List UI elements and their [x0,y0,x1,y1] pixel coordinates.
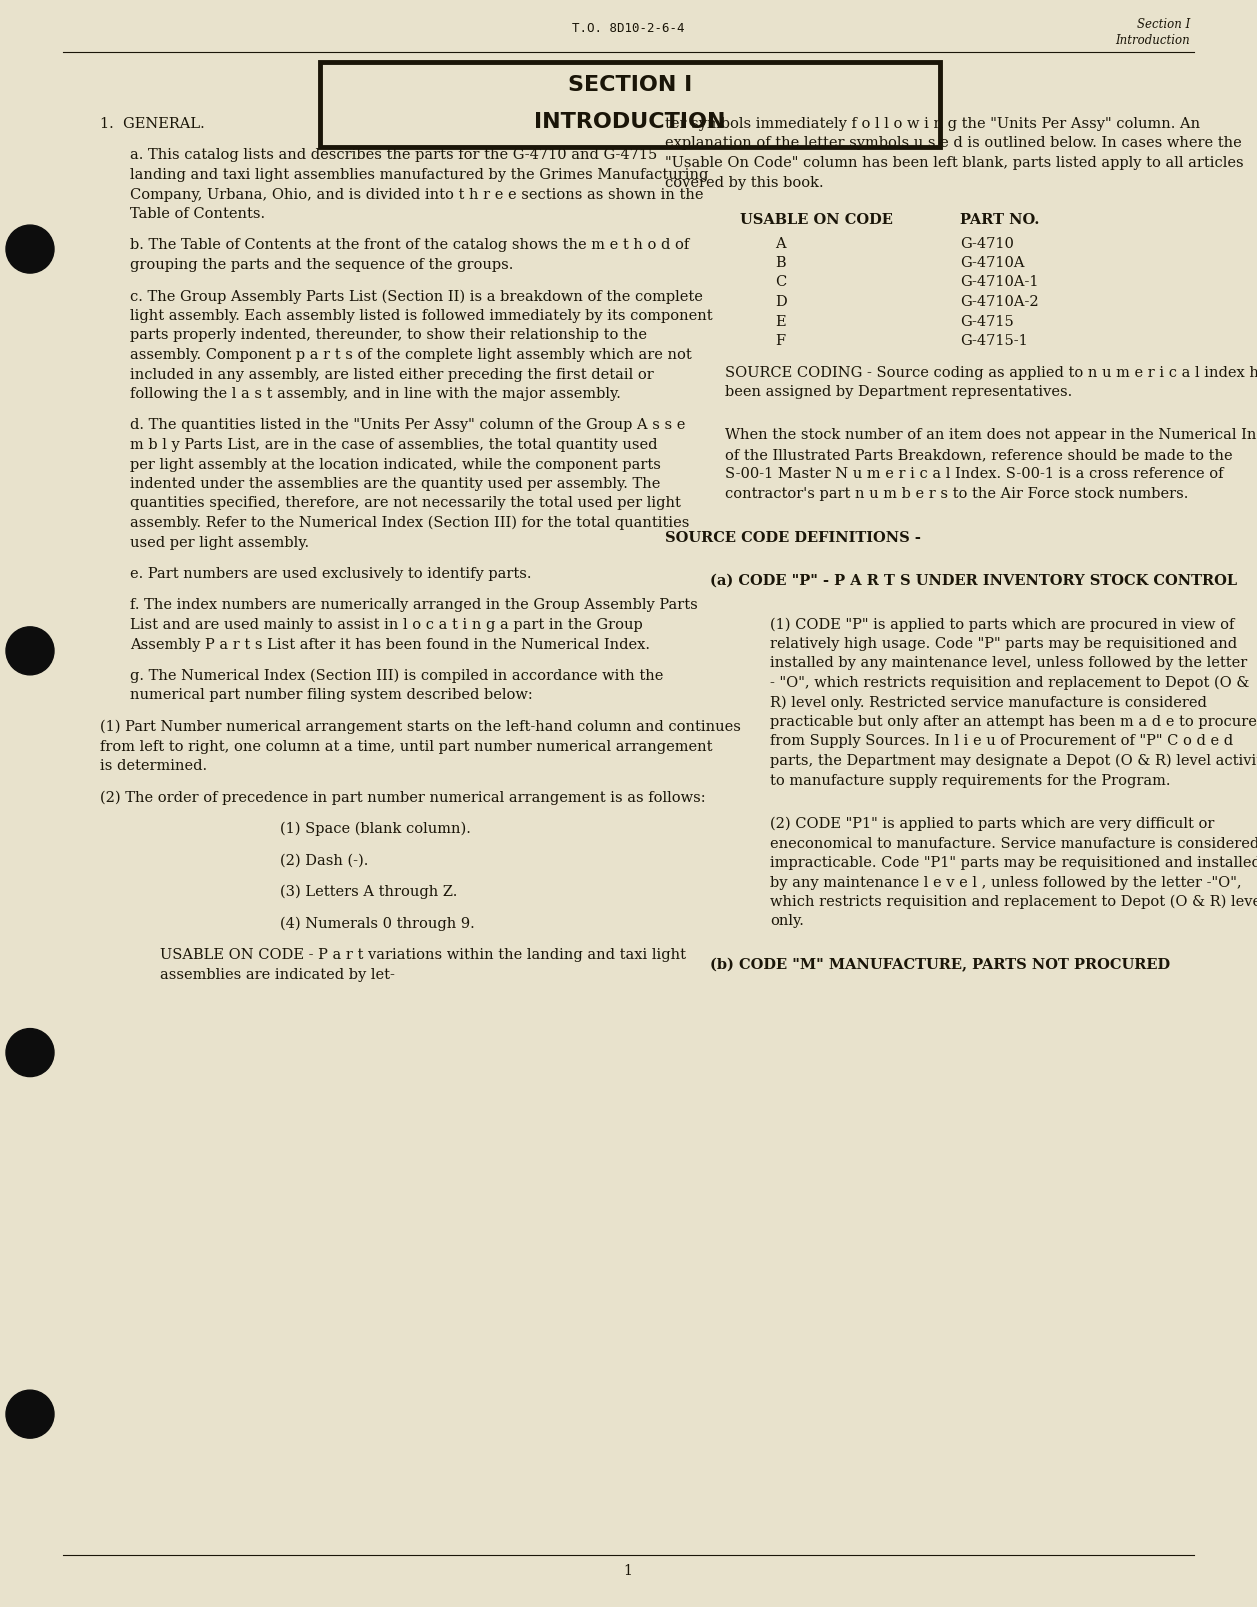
Text: "Usable On Code" column has been left blank, parts listed apply to all articles: "Usable On Code" column has been left bl… [665,156,1243,170]
Text: included in any assembly, are listed either preceding the first detail or: included in any assembly, are listed eit… [129,368,654,381]
Text: G-4710A: G-4710A [960,256,1024,270]
Text: 1: 1 [623,1564,632,1578]
Text: (2) CODE "P1" is applied to parts which are very difficult or: (2) CODE "P1" is applied to parts which … [771,816,1214,831]
Text: e. Part numbers are used exclusively to identify parts.: e. Part numbers are used exclusively to … [129,567,532,582]
Text: (3) Letters A through Z.: (3) Letters A through Z. [280,885,458,900]
Text: which restricts requisition and replacement to Depot (O & R) level: which restricts requisition and replacem… [771,895,1257,910]
Text: Introduction: Introduction [1115,34,1190,47]
Text: covered by this book.: covered by this book. [665,175,823,190]
Circle shape [6,1028,54,1077]
Text: only.: only. [771,914,804,929]
Text: by any maintenance l e v e l , unless followed by the letter -"O",: by any maintenance l e v e l , unless fo… [771,876,1242,890]
Text: G-4710A-1: G-4710A-1 [960,275,1038,289]
Text: ter symbols immediately f o l l o w i n g the "Units Per Assy" column. An: ter symbols immediately f o l l o w i n … [665,117,1200,132]
Text: parts, the Department may designate a Depot (O & R) level activity: parts, the Department may designate a De… [771,754,1257,768]
Text: from Supply Sources. In l i e u of Procurement of "P" C o d e d: from Supply Sources. In l i e u of Procu… [771,734,1233,749]
Text: eneconomical to manufacture. Service manufacture is considered: eneconomical to manufacture. Service man… [771,837,1257,850]
Text: INTRODUCTION: INTRODUCTION [534,112,725,132]
Text: assembly. Refer to the Numerical Index (Section III) for the total quantities: assembly. Refer to the Numerical Index (… [129,516,689,530]
Text: landing and taxi light assemblies manufactured by the Grimes Manufacturing: landing and taxi light assemblies manufa… [129,169,709,182]
Text: grouping the parts and the sequence of the groups.: grouping the parts and the sequence of t… [129,259,513,272]
Text: assemblies are indicated by let-: assemblies are indicated by let- [160,967,395,982]
Text: used per light assembly.: used per light assembly. [129,535,309,550]
Text: S-00-1 Master N u m e r i c a l Index. S-00-1 is a cross reference of: S-00-1 Master N u m e r i c a l Index. S… [725,468,1223,482]
Text: SOURCE CODING - Source coding as applied to n u m e r i c a l index has: SOURCE CODING - Source coding as applied… [725,365,1257,379]
Text: Company, Urbana, Ohio, and is divided into t h r e e sections as shown in the: Company, Urbana, Ohio, and is divided in… [129,188,704,201]
Text: When the stock number of an item does not appear in the Numerical Index: When the stock number of an item does no… [725,429,1257,442]
Text: (1) Part Number numerical arrangement starts on the left-hand column and continu: (1) Part Number numerical arrangement st… [101,720,740,734]
Text: is determined.: is determined. [101,759,207,773]
Text: SECTION I: SECTION I [568,76,693,95]
Text: assembly. Component p a r t s of the complete light assembly which are not: assembly. Component p a r t s of the com… [129,349,691,362]
Text: (1) CODE "P" is applied to parts which are procured in view of: (1) CODE "P" is applied to parts which a… [771,617,1234,632]
Text: indented under the assemblies are the quantity used per assembly. The: indented under the assemblies are the qu… [129,477,660,492]
Text: SOURCE CODE DEFINITIONS -: SOURCE CODE DEFINITIONS - [665,530,921,545]
Text: USABLE ON CODE: USABLE ON CODE [740,214,892,227]
Text: impracticable. Code "P1" parts may be requisitioned and installed: impracticable. Code "P1" parts may be re… [771,857,1257,869]
Text: relatively high usage. Code "P" parts may be requisitioned and: relatively high usage. Code "P" parts ma… [771,636,1237,651]
Text: B: B [776,256,786,270]
Text: b. The Table of Contents at the front of the catalog shows the m e t h o d of: b. The Table of Contents at the front of… [129,238,689,252]
Text: light assembly. Each assembly listed is followed immediately by its component: light assembly. Each assembly listed is … [129,309,713,323]
Text: 1.  GENERAL.: 1. GENERAL. [101,117,205,132]
Text: f. The index numbers are numerically arranged in the Group Assembly Parts: f. The index numbers are numerically arr… [129,598,698,612]
Circle shape [6,225,54,273]
Text: quantities specified, therefore, are not necessarily the total used per light: quantities specified, therefore, are not… [129,497,681,511]
Text: (a) CODE "P" - P A R T S UNDER INVENTORY STOCK CONTROL: (a) CODE "P" - P A R T S UNDER INVENTORY… [710,574,1237,588]
Text: parts properly indented, thereunder, to show their relationship to the: parts properly indented, thereunder, to … [129,328,647,342]
Text: G-4715: G-4715 [960,315,1013,328]
Text: installed by any maintenance level, unless followed by the letter: installed by any maintenance level, unle… [771,657,1247,670]
Text: contractor's part n u m b e r s to the Air Force stock numbers.: contractor's part n u m b e r s to the A… [725,487,1188,501]
Text: g. The Numerical Index (Section III) is compiled in accordance with the: g. The Numerical Index (Section III) is … [129,669,664,683]
Text: numerical part number filing system described below:: numerical part number filing system desc… [129,688,533,702]
Text: (2) Dash (-).: (2) Dash (-). [280,853,368,868]
Text: per light assembly at the location indicated, while the component parts: per light assembly at the location indic… [129,458,661,471]
Circle shape [6,627,54,675]
Text: been assigned by Department representatives.: been assigned by Department representati… [725,386,1072,399]
Text: explanation of the letter symbols u s e d is outlined below. In cases where the: explanation of the letter symbols u s e … [665,137,1242,151]
Text: from left to right, one column at a time, until part number numerical arrangemen: from left to right, one column at a time… [101,739,713,754]
Text: (b) CODE "M" MANUFACTURE, PARTS NOT PROCURED: (b) CODE "M" MANUFACTURE, PARTS NOT PROC… [710,958,1170,972]
Text: List and are used mainly to assist in l o c a t i n g a part in the Group: List and are used mainly to assist in l … [129,619,642,632]
Text: A: A [776,236,786,251]
Text: R) level only. Restricted service manufacture is considered: R) level only. Restricted service manufa… [771,696,1207,710]
Text: of the Illustrated Parts Breakdown, reference should be made to the: of the Illustrated Parts Breakdown, refe… [725,448,1233,461]
Text: (1) Space (blank column).: (1) Space (blank column). [280,823,471,836]
Text: T.O. 8D10-2-6-4: T.O. 8D10-2-6-4 [572,22,684,35]
Text: C: C [776,275,786,289]
Text: Section I: Section I [1136,18,1190,31]
Text: Assembly P a r t s List after it has been found in the Numerical Index.: Assembly P a r t s List after it has bee… [129,638,650,651]
Text: m b l y Parts List, are in the case of assemblies, the total quantity used: m b l y Parts List, are in the case of a… [129,439,657,452]
Text: G-4710A-2: G-4710A-2 [960,296,1038,309]
Circle shape [6,1390,54,1438]
Bar [321,63,940,146]
Text: D: D [776,296,787,309]
Text: (4) Numerals 0 through 9.: (4) Numerals 0 through 9. [280,916,475,930]
Text: G-4715-1: G-4715-1 [960,334,1028,349]
Text: practicable but only after an attempt has been m a d e to procure: practicable but only after an attempt ha… [771,715,1257,730]
Text: - "O", which restricts requisition and replacement to Depot (O &: - "O", which restricts requisition and r… [771,677,1249,691]
Text: G-4710: G-4710 [960,236,1014,251]
Text: c. The Group Assembly Parts List (Section II) is a breakdown of the complete: c. The Group Assembly Parts List (Sectio… [129,289,703,304]
Text: PART NO.: PART NO. [960,214,1040,227]
Text: USABLE ON CODE - P a r t variations within the landing and taxi light: USABLE ON CODE - P a r t variations with… [160,948,686,963]
Text: E: E [776,315,786,328]
Text: Table of Contents.: Table of Contents. [129,207,265,222]
Text: to manufacture supply requirements for the Program.: to manufacture supply requirements for t… [771,773,1170,787]
Text: (2) The order of precedence in part number numerical arrangement is as follows:: (2) The order of precedence in part numb… [101,791,705,805]
Text: a. This catalog lists and describes the parts for the G-4710 and G-4715: a. This catalog lists and describes the … [129,148,657,162]
Text: d. The quantities listed in the "Units Per Assy" column of the Group A s s e: d. The quantities listed in the "Units P… [129,418,685,432]
Text: following the l a s t assembly, and in line with the major assembly.: following the l a s t assembly, and in l… [129,387,621,402]
Text: F: F [776,334,786,349]
